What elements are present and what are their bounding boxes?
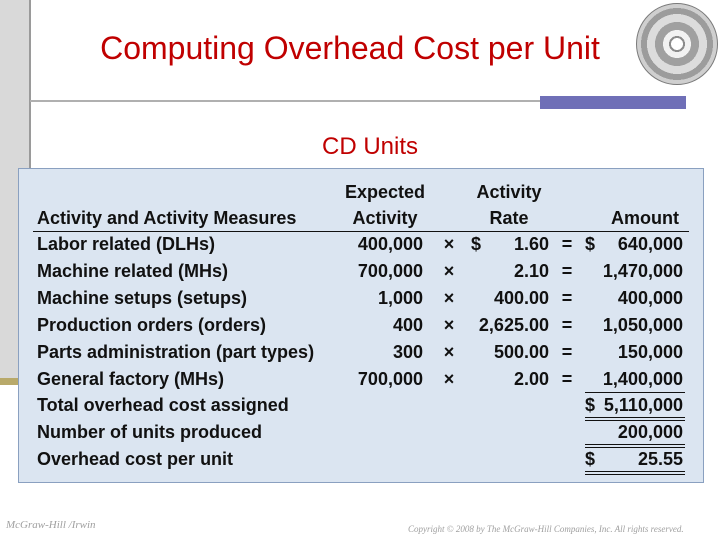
double-rule-bottom [585,420,685,421]
summary-value: 25.55 [637,449,683,469]
table-row-expected: 1,000 [377,288,423,308]
table-row-amount: 150,000 [617,342,683,362]
table-row-expected: 700,000 [357,261,423,281]
table-row-rate: 400.00 [493,288,549,308]
equals-sign: = [561,342,573,362]
multiply-icon: × [443,315,455,335]
equals-sign: = [561,234,573,254]
cd-disc-icon [636,3,718,85]
equals-sign: = [561,315,573,335]
multiply-icon: × [443,342,455,362]
table-row-amount: 1,470,000 [602,261,683,281]
table-row-rate: 1.60 [513,234,549,254]
summary-dollar-sign: $ [585,395,596,415]
equals-sign: = [561,369,573,389]
amount-dollar-sign: $ [585,234,596,254]
summary-label: Total overhead cost assigned [37,395,289,415]
summary-value: 200,000 [617,422,683,442]
header-rate-line2: Rate [489,208,529,228]
table-row-measure: Parts administration (part types) [37,342,315,362]
slide-subtitle: CD Units [321,133,418,160]
multiply-icon: × [443,261,455,281]
title-underline-block [540,96,686,109]
cost-table-panel: Activity and Activity Measures Expected … [18,168,704,483]
subtotal-rule [585,392,685,393]
table-row-measure: General factory (MHs) [37,369,225,389]
table-row-rate: 2,625.00 [478,315,549,335]
table-row-rate: 500.00 [493,342,549,362]
table-row-amount: 1,400,000 [602,369,683,389]
equals-sign: = [561,288,573,308]
double-rule-top [585,444,685,445]
multiply-icon: × [443,288,455,308]
table-row-measure: Labor related (DLHs) [37,234,216,254]
header-amount: Amount [611,208,679,228]
footer-copyright: Copyright © 2008 by The McGraw-Hill Comp… [408,524,684,534]
table-row-rate: 2.10 [513,261,549,281]
slide-title: Computing Overhead Cost per Unit [100,30,600,66]
table-row-measure: Machine setups (setups) [37,288,248,308]
summary-label: Overhead cost per unit [37,449,234,469]
table-row-rate: 2.00 [513,369,549,389]
summary-value: 5,110,000 [603,395,683,415]
title-underline [30,100,540,102]
header-activity-measures: Activity and Activity Measures [37,208,297,228]
double-rule-bottom [585,447,685,448]
header-rule [33,231,689,232]
table-row-expected: 300 [392,342,423,362]
table-row-amount: 400,000 [617,288,683,308]
footer-publisher: McGraw-Hill /Irwin [6,519,96,531]
table-row-measure: Machine related (MHs) [37,261,229,281]
rate-dollar-sign: $ [471,234,482,254]
multiply-icon: × [443,234,455,254]
table-row-measure: Production orders (orders) [37,315,267,335]
summary-dollar-sign: $ [585,449,596,469]
double-rule-bottom [585,474,685,475]
table-row-amount: 1,050,000 [602,315,683,335]
equals-sign: = [561,261,573,281]
table-row-expected: 400 [392,315,423,335]
left-accent-mark [0,378,30,385]
header-expected-line2: Activity [352,208,418,228]
table-row-expected: 700,000 [357,369,423,389]
double-rule-top [585,417,685,418]
summary-label: Number of units produced [37,422,262,442]
table-row-amount: 640,000 [617,234,683,254]
double-rule-top [585,471,685,472]
multiply-icon: × [443,369,455,389]
header-expected-line1: Expected [344,182,426,202]
table-row-expected: 400,000 [357,234,423,254]
header-rate-line1: Activity [476,182,542,202]
